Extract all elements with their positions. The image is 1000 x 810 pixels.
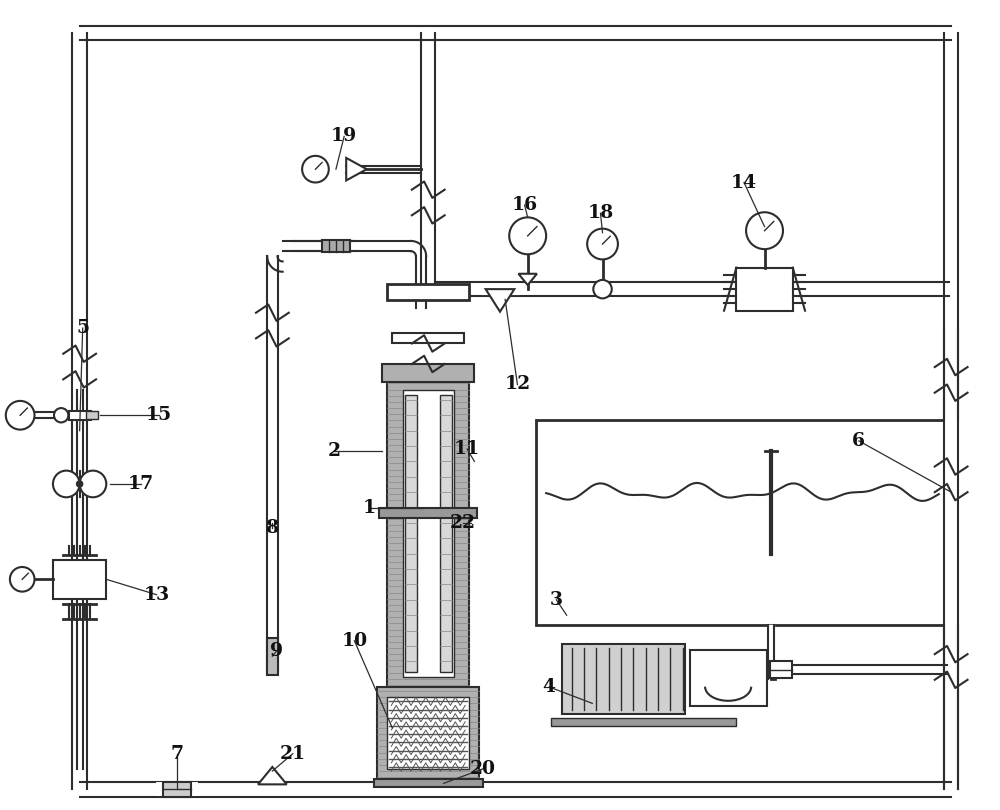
Polygon shape	[416, 256, 426, 308]
Text: 21: 21	[280, 744, 306, 762]
Bar	[551, 718, 736, 726]
Text: 8: 8	[266, 519, 279, 537]
Bar	[322, 240, 350, 252]
Text: 11: 11	[454, 440, 480, 458]
Bar	[387, 379, 469, 687]
Text: 13: 13	[143, 586, 170, 603]
Bar	[736, 267, 793, 311]
Text: 15: 15	[146, 407, 172, 424]
Circle shape	[302, 156, 329, 182]
Polygon shape	[421, 33, 435, 284]
Text: 1: 1	[362, 498, 375, 517]
Text: 10: 10	[341, 632, 367, 650]
Text: 16: 16	[512, 196, 538, 214]
Bar	[392, 333, 464, 343]
Polygon shape	[411, 241, 426, 256]
Circle shape	[587, 228, 618, 259]
Text: 19: 19	[331, 127, 357, 145]
Polygon shape	[283, 241, 356, 251]
Circle shape	[53, 471, 80, 497]
Text: 5: 5	[76, 319, 89, 337]
Polygon shape	[77, 390, 83, 769]
Polygon shape	[80, 26, 951, 40]
Circle shape	[6, 401, 35, 429]
Polygon shape	[33, 412, 80, 418]
Bar	[536, 420, 949, 625]
Polygon shape	[435, 282, 949, 296]
Polygon shape	[72, 33, 87, 790]
Polygon shape	[944, 328, 958, 420]
Polygon shape	[486, 289, 514, 312]
Circle shape	[509, 217, 546, 254]
Bar	[770, 661, 792, 678]
Circle shape	[80, 471, 106, 497]
Bar	[267, 637, 278, 675]
Text: 22: 22	[450, 514, 476, 532]
Bar	[440, 394, 452, 671]
Text: 14: 14	[731, 173, 757, 191]
Text: 12: 12	[504, 376, 530, 394]
Text: 6: 6	[852, 432, 865, 450]
Text: 3: 3	[550, 590, 563, 609]
Polygon shape	[518, 274, 537, 285]
Text: 18: 18	[587, 204, 614, 222]
Bar	[387, 697, 469, 769]
Bar	[374, 779, 483, 787]
Text: 7: 7	[171, 744, 184, 762]
Polygon shape	[293, 241, 411, 251]
Polygon shape	[768, 625, 774, 679]
Polygon shape	[258, 767, 287, 784]
Polygon shape	[944, 33, 958, 790]
Bar	[377, 687, 479, 779]
Polygon shape	[944, 625, 958, 790]
Bar	[405, 394, 417, 671]
Bar	[86, 411, 98, 420]
Text: 20: 20	[470, 760, 496, 778]
Bar	[163, 782, 191, 797]
Circle shape	[593, 280, 612, 298]
Bar	[562, 644, 685, 714]
Circle shape	[77, 481, 83, 487]
Circle shape	[10, 567, 35, 591]
Bar	[690, 650, 767, 706]
Circle shape	[54, 408, 68, 423]
Polygon shape	[267, 256, 278, 671]
Text: 9: 9	[270, 642, 283, 660]
Bar	[53, 560, 106, 599]
Polygon shape	[792, 666, 947, 674]
Bar	[379, 508, 477, 518]
Polygon shape	[346, 158, 367, 181]
Polygon shape	[267, 256, 283, 271]
Text: 4: 4	[543, 678, 556, 696]
Polygon shape	[346, 165, 421, 173]
Polygon shape	[80, 782, 951, 797]
Bar	[382, 364, 474, 382]
Circle shape	[746, 212, 783, 249]
Text: 17: 17	[128, 475, 154, 493]
Bar	[387, 284, 469, 301]
Text: 2: 2	[327, 442, 340, 460]
Bar	[403, 390, 454, 676]
